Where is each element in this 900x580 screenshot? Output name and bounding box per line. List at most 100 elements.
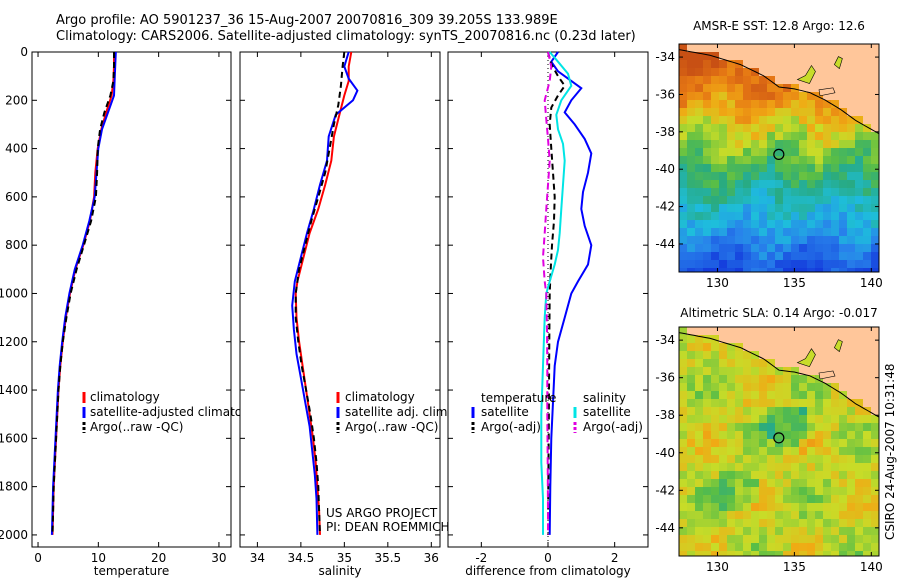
- map-cell: [679, 415, 687, 423]
- map-cell: [751, 164, 759, 172]
- map-cell: [767, 204, 775, 212]
- map-cell: [847, 188, 855, 196]
- map-cell: [799, 188, 807, 196]
- map-cell: [751, 228, 759, 236]
- map-cell: [831, 495, 839, 503]
- map-cell: [679, 180, 687, 188]
- map-cell: [719, 327, 727, 335]
- map-cell: [759, 407, 767, 415]
- map-cell: [695, 431, 703, 439]
- map-cell: [823, 367, 831, 375]
- map-cell: [831, 196, 839, 204]
- map-cell: [831, 68, 839, 76]
- map-cell: [703, 52, 711, 60]
- map-cell: [847, 471, 855, 479]
- map-cell: [855, 335, 863, 343]
- map-cell: [751, 236, 759, 244]
- map-cell: [719, 236, 727, 244]
- map-cell: [855, 172, 863, 180]
- map-cell: [711, 52, 719, 60]
- map-cell: [799, 68, 807, 76]
- map-cell: [775, 359, 783, 367]
- map-cell: [799, 487, 807, 495]
- map-cell: [799, 172, 807, 180]
- map-cell: [775, 391, 783, 399]
- map-cell: [687, 383, 695, 391]
- map-cell: [687, 359, 695, 367]
- map-cell: [751, 84, 759, 92]
- x-tick-label: 20: [151, 551, 166, 565]
- map-cell: [783, 551, 791, 556]
- map-cell: [783, 92, 791, 100]
- map-cell: [791, 252, 799, 260]
- map-cell: [767, 543, 775, 551]
- map-cell: [863, 527, 871, 535]
- map-cell: [719, 439, 727, 447]
- map-cell: [783, 76, 791, 84]
- map-cell: [735, 391, 743, 399]
- map-cell: [687, 140, 695, 148]
- map-cell: [711, 148, 719, 156]
- map-cell: [815, 76, 823, 84]
- map-cell: [807, 188, 815, 196]
- map-cell: [743, 367, 751, 375]
- map-cell: [839, 132, 847, 140]
- map-cell: [727, 535, 735, 543]
- map-cell: [759, 212, 767, 220]
- map-cell: [767, 44, 775, 52]
- map-cell: [727, 268, 735, 272]
- map-cell: [719, 407, 727, 415]
- map-cell: [759, 204, 767, 212]
- map-cell: [687, 343, 695, 351]
- map-cell: [743, 359, 751, 367]
- map-cell: [823, 455, 831, 463]
- map-cell: [767, 535, 775, 543]
- legend-entry-label: Argo(-adj): [481, 420, 541, 434]
- map-cell: [855, 252, 863, 260]
- map-cell: [783, 343, 791, 351]
- map-cell: [871, 543, 879, 551]
- map-cell: [751, 487, 759, 495]
- map-cell: [695, 487, 703, 495]
- map-cell: [863, 196, 871, 204]
- map-cell: [855, 535, 863, 543]
- map-cell: [847, 76, 855, 84]
- map-cell: [807, 431, 815, 439]
- map-cell: [703, 383, 711, 391]
- map-cell: [799, 503, 807, 511]
- map-cell: [687, 244, 695, 252]
- map-cell: [679, 188, 687, 196]
- map-cell: [735, 148, 743, 156]
- map-cell: [855, 471, 863, 479]
- map-cell: [871, 503, 879, 511]
- map-cell: [823, 212, 831, 220]
- map-cell: [687, 335, 695, 343]
- map-cell: [743, 76, 751, 84]
- map-cell: [759, 511, 767, 519]
- eyre-peninsula-shape: [796, 348, 816, 368]
- map-cell: [727, 487, 735, 495]
- map-cell: [687, 84, 695, 92]
- map-cell: [799, 204, 807, 212]
- map-cell: [719, 156, 727, 164]
- map-cell: [687, 519, 695, 527]
- map-cell: [815, 471, 823, 479]
- map-cell: [727, 172, 735, 180]
- map-cell: [815, 543, 823, 551]
- map-cell: [791, 76, 799, 84]
- map-cell: [687, 423, 695, 431]
- map-cell: [695, 407, 703, 415]
- map-cell: [687, 447, 695, 455]
- map-cell: [823, 100, 831, 108]
- map-cell: [847, 148, 855, 156]
- map-cell: [775, 367, 783, 375]
- map-cell: [727, 471, 735, 479]
- map-cell: [807, 92, 815, 100]
- map-cell: [743, 204, 751, 212]
- map-cell: [807, 228, 815, 236]
- map-cell: [695, 196, 703, 204]
- map-cell: [759, 327, 767, 335]
- map-cell: [847, 44, 855, 52]
